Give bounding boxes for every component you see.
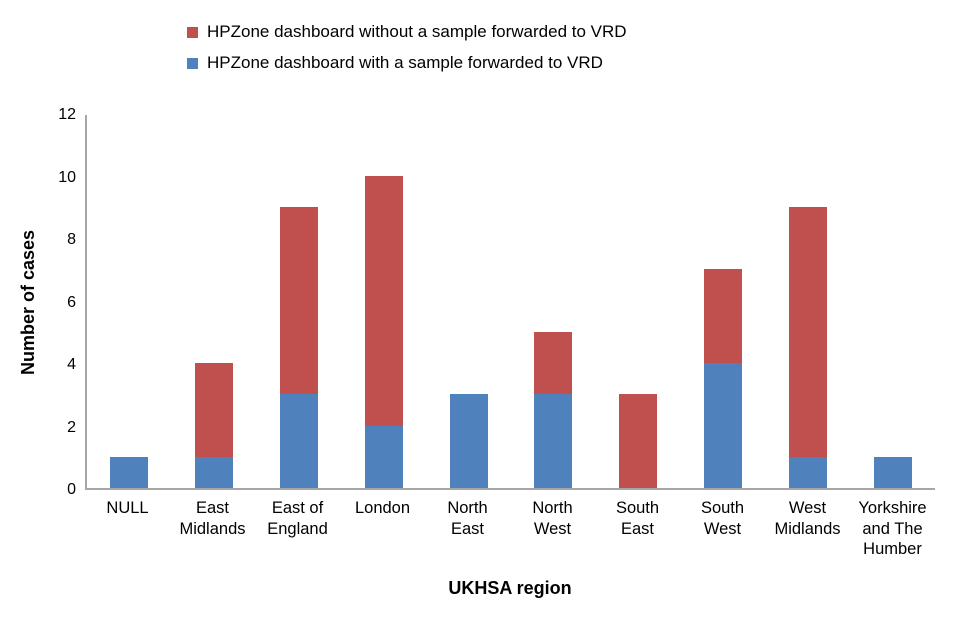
x-category-label: North East [447, 499, 488, 538]
x-category-label: North West [532, 499, 573, 538]
legend-swatch-blue [187, 57, 198, 69]
bar-slot [850, 456, 935, 488]
bar-segment [534, 331, 573, 395]
x-category-label: London [354, 499, 411, 517]
x-category-label: Yorkshire and The Humber [858, 499, 927, 559]
bar-segment [279, 394, 318, 488]
legend-item-with-sample: HPZone dashboard with a sample forwarded… [187, 53, 627, 73]
legend-label: HPZone dashboard without a sample forwar… [207, 22, 627, 41]
bar-segment [703, 269, 742, 363]
x-category-label: East Midlands [179, 499, 246, 538]
bar-segment [279, 206, 318, 395]
bar-segment [534, 394, 573, 488]
bar-segment [619, 394, 658, 488]
y-tick-label: 6 [67, 293, 76, 311]
legend-swatch-red [187, 26, 198, 38]
plot-area [85, 115, 935, 490]
bar-segment [873, 456, 912, 488]
bar-segment [788, 456, 827, 488]
bar-slot [765, 206, 850, 488]
bar-segment [449, 394, 488, 488]
x-axis-category-labels: NULL East Midlands East of England London No… [85, 498, 935, 560]
bar-segment [703, 363, 742, 488]
x-category-label: NULL [106, 499, 149, 517]
y-tick-label: 2 [67, 418, 76, 436]
x-axis-title: UKHSA region [448, 578, 572, 598]
bar-slot [511, 331, 596, 488]
x-category-label: East of England [267, 499, 328, 538]
bar-slot [426, 394, 511, 488]
bar-segment [364, 175, 403, 426]
bar-slot [172, 363, 257, 488]
bar-segment [195, 363, 234, 457]
bar-segment [364, 425, 403, 488]
y-tick-label: 0 [67, 481, 76, 498]
y-tick-label: 12 [58, 106, 76, 123]
bar-slot [257, 206, 342, 488]
x-category-label: South West [700, 499, 745, 538]
y-tick-label: 8 [67, 231, 76, 248]
bar-slot [87, 456, 172, 488]
y-tick-label: 10 [58, 168, 76, 186]
bar-slot [681, 269, 766, 488]
bar-segment [788, 206, 827, 457]
bar-segment [195, 456, 234, 488]
bar-slot [596, 394, 681, 488]
y-axis-tick-labels: 0 2 4 6 8 10 12 [0, 106, 76, 498]
bar-slot [341, 175, 426, 488]
legend-label: HPZone dashboard with a sample forwarded… [207, 53, 603, 72]
legend-item-without-sample: HPZone dashboard without a sample forwar… [187, 22, 627, 42]
x-category-label: South East [615, 499, 660, 538]
y-tick-label: 4 [67, 356, 76, 373]
bar-segment [110, 456, 149, 488]
x-category-label: West Midlands [774, 499, 841, 538]
chart-legend: HPZone dashboard without a sample forwar… [187, 22, 627, 73]
